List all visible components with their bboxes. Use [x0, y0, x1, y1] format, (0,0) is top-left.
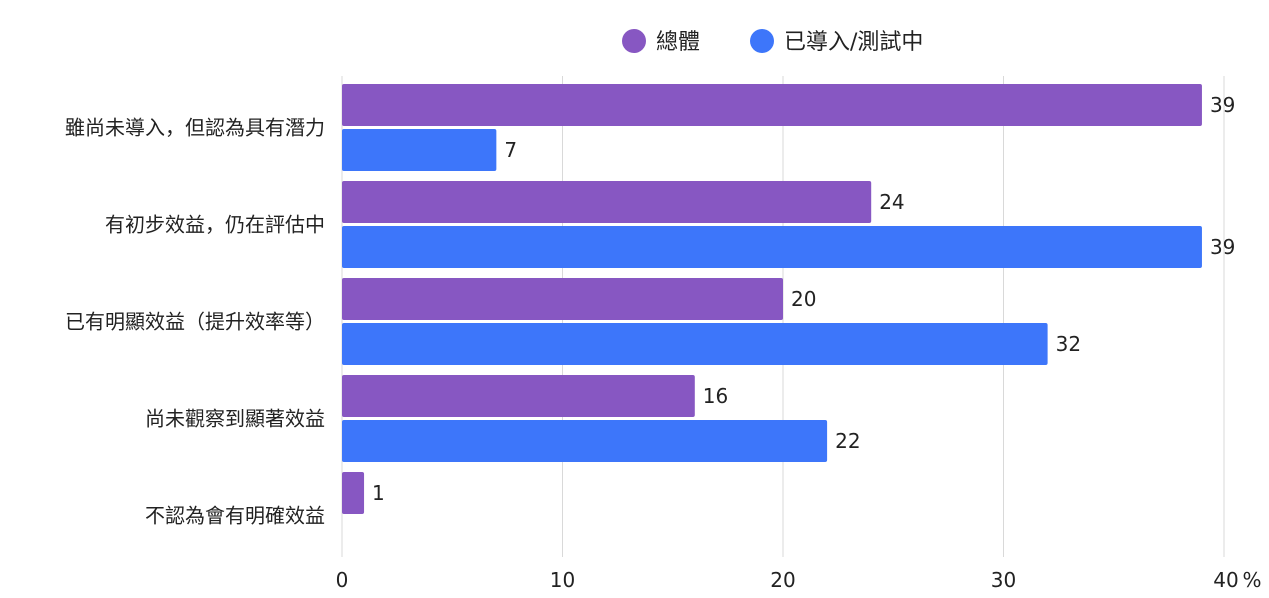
- bar: [342, 84, 1202, 126]
- bar: [342, 226, 1202, 268]
- bar: [342, 323, 1048, 365]
- data-label: 7: [504, 138, 517, 162]
- x-axis-unit: %: [1242, 568, 1261, 592]
- legend: 總體 已導入/測試中: [622, 29, 923, 55]
- data-label: 24: [879, 190, 904, 214]
- bar: [342, 375, 695, 417]
- category-label: 有初步效益，仍在評估中: [105, 213, 325, 237]
- data-label: 32: [1056, 332, 1081, 356]
- x-tick-label: 0: [336, 568, 349, 592]
- data-label: 39: [1210, 93, 1235, 117]
- data-label: 16: [703, 384, 728, 408]
- legend-label: 總體: [656, 30, 700, 55]
- bar: [342, 278, 783, 320]
- data-label: 39: [1210, 235, 1235, 259]
- x-tick-label: 40: [1213, 568, 1238, 592]
- bar: [342, 181, 872, 223]
- legend-marker: [750, 29, 774, 53]
- legend-label: 已導入/測試中: [784, 30, 923, 55]
- category-label: 雖尚未導入，但認為具有潛力: [65, 116, 325, 140]
- data-label: 20: [791, 287, 816, 311]
- x-tick-label: 10: [550, 568, 575, 592]
- bar: [342, 129, 497, 171]
- bars: [342, 84, 1202, 514]
- legend-marker: [622, 29, 646, 53]
- data-label: 1: [372, 481, 385, 505]
- category-label: 已有明顯效益（提升效率等）: [65, 310, 325, 334]
- x-axis: % 0 10 20 30 40: [336, 568, 1262, 592]
- x-tick-label: 30: [991, 568, 1016, 592]
- data-labels: 39 7 24 39 20 32 16 22 1: [372, 93, 1235, 505]
- bar: [342, 420, 828, 462]
- category-label: 不認為會有明確效益: [145, 504, 325, 528]
- data-label: 22: [835, 429, 860, 453]
- category-label: 尚未觀察到顯著效益: [145, 407, 325, 431]
- x-tick-label: 20: [770, 568, 795, 592]
- bar: [342, 472, 365, 514]
